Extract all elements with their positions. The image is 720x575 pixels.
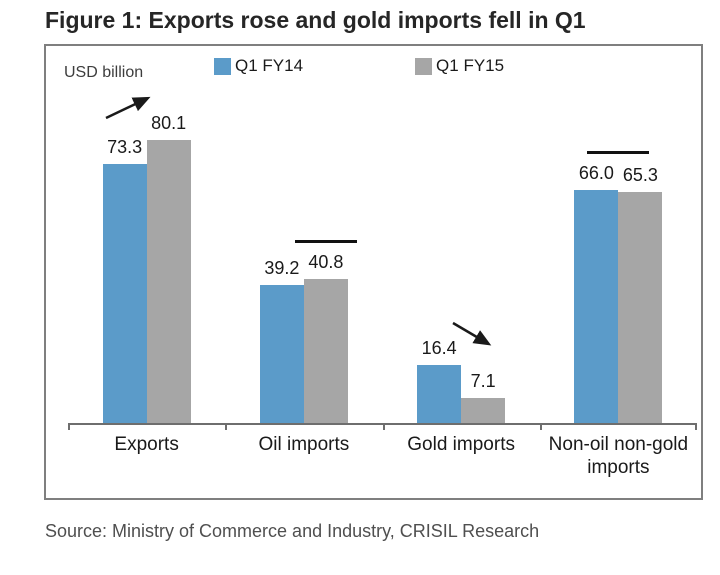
bar-q1-fy15-oil-imports	[303, 279, 348, 423]
bar-q1-fy15-exports	[146, 140, 191, 423]
value-label-q1-fy14-exports: 73.3	[107, 137, 143, 157]
legend-swatch-q1fy14-icon	[214, 57, 231, 75]
legend-swatch-q1fy15-icon	[415, 57, 433, 75]
value-label-q1-fy14-gold-imports: 16.4	[421, 338, 457, 358]
category-group-gold-imports: 16.4 7.1 Gold imports	[383, 46, 540, 455]
x-axis-tick	[68, 423, 70, 430]
legend-label-q1fy14: Q1 FY14	[235, 56, 304, 75]
chart-frame: USD billion Q1 FY14 Q1 FY15 73.3 80.1 Expo…	[44, 44, 703, 500]
bar-q1-fy14-oil-imports	[259, 285, 304, 423]
y-axis-unit-label: USD billion	[64, 64, 144, 81]
bar-q1-fy15-gold-imports	[461, 398, 506, 423]
value-label-q1-fy15-exports: 80.1	[151, 113, 187, 133]
legend-item-q1fy15: Q1 FY15	[415, 56, 504, 76]
value-label-q1-fy15-non-oil-non-gold-imports: 65.3	[622, 165, 658, 185]
x-axis-tick	[539, 423, 542, 430]
x-axis-tick	[695, 423, 697, 430]
bar-q1-fy15-non-oil-non-gold-imports	[618, 192, 663, 423]
x-axis-tick	[225, 423, 228, 430]
plot-area: 73.3 80.1 Exports 39.2 40.8 Oil imports 16.4 7.…	[68, 46, 697, 478]
legend-item-q1fy14: Q1 FY14	[214, 56, 303, 76]
value-label-q1-fy15-gold-imports: 7.1	[470, 371, 496, 391]
x-axis-tick	[382, 423, 385, 430]
value-label-q1-fy15-oil-imports: 40.8	[308, 252, 344, 272]
bar-q1-fy14-gold-imports	[417, 365, 462, 423]
category-group-exports: 73.3 80.1 Exports	[68, 46, 225, 455]
category-group-non-oil-non-gold-imports: 66.0 65.3 Non-oil non-gold imports	[540, 46, 697, 478]
legend-label-q1fy15: Q1 FY15	[436, 56, 505, 75]
flat-trend-line-non-oil-non-gold-imports	[587, 151, 650, 154]
value-label-q1-fy14-oil-imports: 39.2	[264, 258, 300, 278]
source-attribution: Source: Ministry of Commerce and Industr…	[45, 521, 540, 541]
category-label-non-oil-non-gold-imports: Non-oil non-gold imports	[548, 434, 689, 478]
up-trend-arrow-icon-exports	[105, 96, 151, 120]
value-label-q1-fy14-non-oil-non-gold-imports: 66.0	[578, 163, 614, 183]
bar-q1-fy14-non-oil-non-gold-imports	[574, 190, 619, 423]
down-trend-arrow-icon-gold-imports	[452, 321, 492, 346]
category-label-oil-imports: Oil imports	[258, 434, 350, 455]
category-group-oil-imports: 39.2 40.8 Oil imports	[225, 46, 382, 455]
flat-trend-line-oil-imports	[294, 240, 357, 243]
figure-title: Figure 1: Exports rose and gold imports …	[45, 7, 586, 33]
category-label-exports: Exports	[114, 434, 179, 455]
legend: Q1 FY14 Q1 FY15	[214, 56, 504, 76]
bar-q1-fy14-exports	[102, 164, 147, 423]
category-label-gold-imports: Gold imports	[407, 434, 515, 455]
